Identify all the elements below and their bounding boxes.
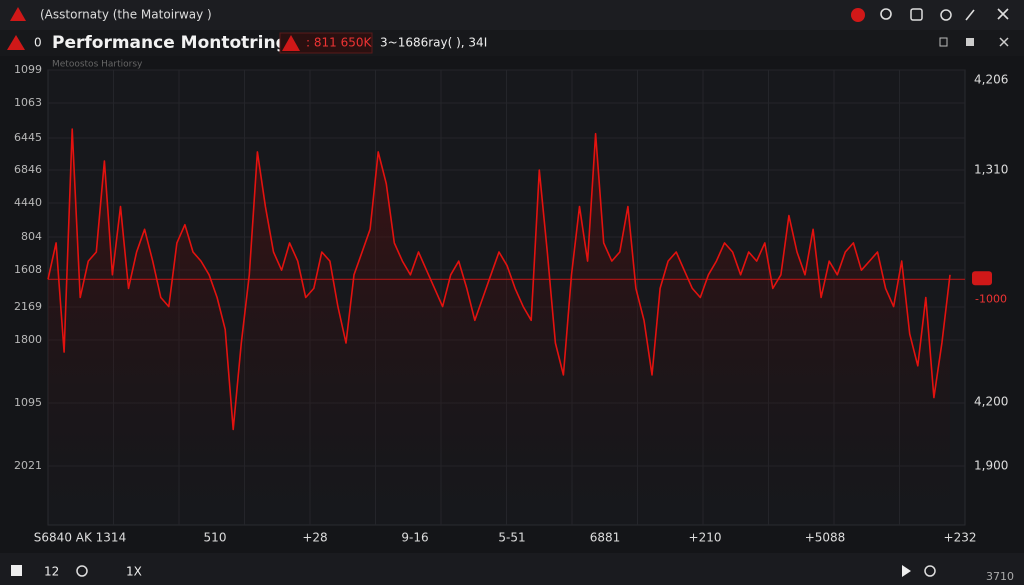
window-button[interactable]	[910, 8, 923, 21]
left-axis-label: 1608	[14, 263, 42, 276]
zoom-level: 1X	[126, 565, 142, 579]
toolbar-status: : 811 650K	[306, 36, 372, 50]
x-axis-label: +5088	[805, 531, 846, 545]
left-axis-label: 6445	[14, 131, 42, 144]
area-fill	[48, 129, 950, 525]
toolbar	[0, 30, 1024, 56]
x-axis-label: +210	[689, 531, 722, 545]
status-box	[279, 32, 373, 54]
status-icon	[282, 35, 300, 51]
left-axis-label: 1099	[14, 63, 42, 76]
minimize-button[interactable]	[939, 37, 948, 47]
threshold-badge	[972, 271, 992, 286]
left-axis-label: 1095	[14, 396, 42, 409]
right-axis-label: 4,200	[974, 395, 1008, 409]
series-line	[47, 128, 951, 431]
x-axis-label: 510	[204, 531, 227, 545]
maximize-button[interactable]	[966, 38, 974, 46]
toolbar-title: Performance Montotring	[52, 33, 288, 53]
zoom-button[interactable]	[76, 565, 88, 577]
x-axis-label: S6840 AK 1314	[34, 531, 126, 545]
close-button[interactable]	[997, 8, 1009, 20]
close-panel-button[interactable]	[999, 37, 1009, 47]
record-button[interactable]	[851, 8, 865, 22]
record-toggle[interactable]	[924, 565, 936, 577]
x-axis-label: +28	[302, 531, 327, 545]
x-axis-label: 5-51	[498, 531, 525, 545]
x-axis-label: +232	[944, 531, 977, 545]
right-axis-label: 4,206	[974, 73, 1008, 87]
left-axis-label: 1800	[14, 333, 42, 346]
window-title: (Asstornaty (the Matoirway )	[40, 8, 212, 22]
search-button[interactable]	[880, 8, 892, 20]
status-left: 12	[44, 565, 59, 579]
left-axis-label: 2021	[14, 459, 42, 472]
left-axis-label: 6846	[14, 163, 42, 176]
left-axis-label: 2169	[14, 300, 42, 313]
status-right: 3710	[986, 570, 1014, 583]
left-axis-label: 4440	[14, 196, 42, 209]
status-bar	[0, 553, 1024, 585]
right-axis-label: 1,310	[974, 163, 1008, 177]
toolbar-badge: 0	[34, 36, 42, 50]
x-axis-label: 6881	[590, 531, 621, 545]
app-icon	[10, 7, 26, 21]
right-axis-label: 1,900	[974, 459, 1008, 473]
edit-button[interactable]	[965, 9, 975, 21]
toolbar-info: 3~1686ray( ), 34I	[380, 36, 487, 50]
threshold-label: -1000	[975, 292, 1007, 305]
stop-button[interactable]	[11, 565, 22, 576]
x-axis-label: 9-16	[401, 531, 428, 545]
left-axis-label: 1063	[14, 96, 42, 109]
chart-subtitle: Metoostos Hartiorsy	[52, 60, 143, 70]
alert-icon	[7, 35, 25, 50]
play-button[interactable]	[902, 565, 911, 577]
settings-button[interactable]	[940, 9, 952, 21]
left-axis-label: 804	[21, 230, 42, 243]
